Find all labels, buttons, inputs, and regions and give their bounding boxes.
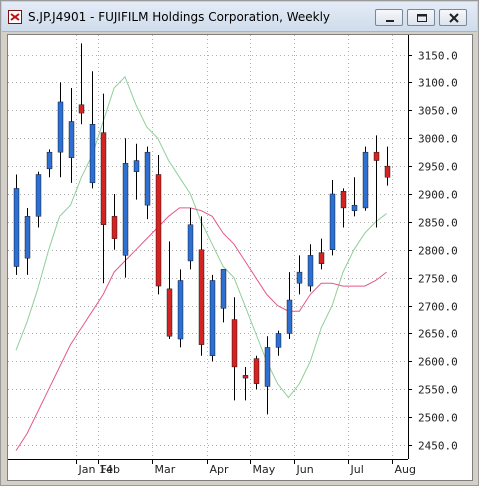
candle-up [362, 151, 369, 209]
chart-background [8, 35, 472, 480]
y-tick-label: 2750.0 [418, 273, 458, 286]
minimize-button[interactable] [375, 9, 403, 26]
candle-up [133, 160, 140, 172]
y-tick-label: 2700.0 [418, 301, 458, 314]
y-tick-label: 2450.0 [418, 440, 458, 453]
candle-up [296, 271, 303, 284]
candle-down [231, 319, 238, 368]
window-title: S.JP.J4901 - FUJIFILM Holdings Corporati… [28, 10, 331, 24]
y-tick-label: 3050.0 [418, 105, 458, 118]
candle-down [242, 375, 249, 379]
y-tick-label: 2600.0 [418, 356, 458, 369]
long-moving-average-line [15, 207, 387, 451]
y-tick-label: 2650.0 [418, 328, 458, 341]
candle-up [275, 333, 282, 348]
candlestick-chart[interactable]: 3150.0 3100.0 3050.0 3000.0 2950.0 2900.0 2850… [8, 35, 472, 480]
y-tick-label: 3100.0 [418, 77, 458, 90]
y-tick-label: 2500.0 [418, 412, 458, 425]
candle-up [264, 347, 271, 387]
candle-up [68, 121, 75, 158]
candle-down [78, 104, 85, 114]
candle-up [35, 174, 42, 217]
y-tick-label: 3150.0 [418, 50, 458, 63]
candle-down [155, 174, 162, 287]
candle-down [340, 191, 347, 209]
candle-up [144, 151, 151, 206]
candle-down [318, 252, 325, 264]
candle-up [24, 216, 31, 259]
candle-up [89, 124, 96, 184]
y-tick-label: 2850.0 [418, 217, 458, 230]
candle-up [122, 163, 129, 256]
candle-down [111, 216, 118, 239]
x-tick-label: Jun [296, 463, 314, 476]
candle-up [46, 151, 53, 170]
y-tick-label: 2900.0 [418, 189, 458, 202]
x-tick-label: Apr [210, 463, 230, 476]
minimize-icon [386, 20, 394, 22]
candle-up [187, 224, 194, 262]
y-tick-label: 2800.0 [418, 245, 458, 258]
candle-up [57, 101, 64, 153]
candle-up [351, 204, 358, 211]
candle-up [177, 280, 184, 340]
x-tick-label: Jul [350, 463, 364, 476]
y-tick-label: 2550.0 [418, 384, 458, 397]
candle-up [209, 280, 216, 356]
candle-down [384, 165, 391, 178]
y-tick-label: 3000.0 [418, 133, 458, 146]
candle-down [373, 151, 380, 161]
x-tick-label: Aug [395, 463, 416, 476]
candle-up [220, 269, 227, 309]
x-tick-label: May [253, 463, 276, 476]
restore-icon [417, 14, 427, 22]
x-tick-label: Feb [101, 463, 120, 476]
candle-up [13, 188, 20, 267]
chart-area[interactable]: 3150.0 3100.0 3050.0 3000.0 2950.0 2900.0 2850… [7, 34, 473, 481]
candle-up [307, 255, 314, 287]
candle-up [286, 299, 293, 334]
chart-app-icon [8, 10, 22, 24]
close-button[interactable] [439, 9, 467, 26]
title-bar[interactable]: S.JP.J4901 - FUJIFILM Holdings Corporati… [2, 2, 477, 32]
x-tick-label: Mar [155, 463, 176, 476]
candle-down [166, 288, 173, 337]
candle-up [329, 193, 336, 250]
candle-down [100, 132, 107, 225]
y-tick-label: 2950.0 [418, 161, 458, 174]
close-icon [449, 13, 459, 23]
restore-button[interactable] [407, 9, 435, 26]
x-tick-label: Jan 14 [78, 463, 113, 476]
candle-down [253, 358, 260, 384]
candle-down [198, 249, 205, 345]
